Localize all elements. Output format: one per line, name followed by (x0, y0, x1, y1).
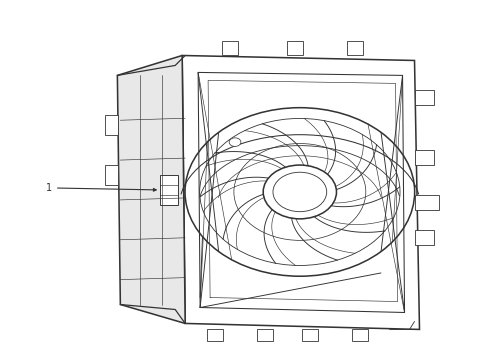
Polygon shape (207, 329, 223, 341)
Polygon shape (182, 55, 419, 329)
Polygon shape (105, 165, 119, 185)
Text: 1: 1 (46, 183, 156, 193)
Polygon shape (287, 41, 303, 55)
Polygon shape (257, 329, 273, 341)
Polygon shape (222, 41, 238, 55)
Polygon shape (415, 195, 440, 210)
Polygon shape (160, 175, 178, 205)
Polygon shape (302, 329, 318, 341)
Polygon shape (105, 115, 119, 135)
Polygon shape (118, 55, 185, 323)
Polygon shape (415, 150, 435, 165)
Circle shape (229, 138, 241, 147)
Polygon shape (347, 41, 363, 55)
Polygon shape (352, 329, 368, 341)
Polygon shape (415, 230, 435, 245)
Polygon shape (415, 90, 435, 105)
